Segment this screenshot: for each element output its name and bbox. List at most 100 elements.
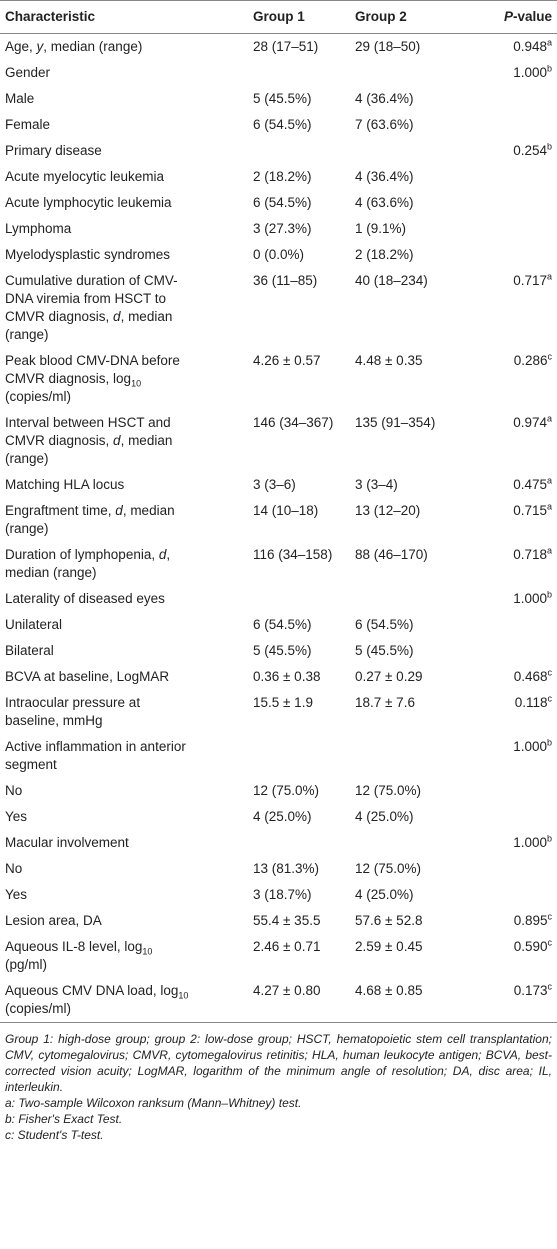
text: 0.27 ± 0.29 bbox=[355, 669, 423, 684]
table-cell: 1.000b bbox=[465, 586, 557, 612]
text: Male bbox=[5, 91, 35, 106]
table-cell: 0.590c bbox=[465, 934, 557, 978]
table-cell: 0.286c bbox=[465, 348, 557, 410]
text: 2.59 ± 0.45 bbox=[355, 939, 423, 954]
table-row: Lymphoma 3 (27.3%) 1 (9.1%) bbox=[0, 216, 557, 242]
table-row: Gender 1.000b bbox=[0, 60, 557, 86]
sup-text: c bbox=[547, 667, 553, 678]
sup-text: a bbox=[546, 37, 552, 48]
table-cell: 40 (18–234) bbox=[350, 268, 465, 348]
table-cell bbox=[465, 856, 557, 882]
table-cell bbox=[350, 586, 465, 612]
table-cell: 135 (91–354) bbox=[350, 410, 465, 472]
table-cell: 36 (11–85) bbox=[248, 268, 350, 348]
table-cell: 0.468c bbox=[465, 664, 557, 690]
table-cell: 0.717a bbox=[465, 268, 557, 348]
sup-text: b bbox=[546, 833, 552, 844]
text: 0.254 bbox=[513, 143, 547, 158]
table-row: No 12 (75.0%) 12 (75.0%) bbox=[0, 778, 557, 804]
sup-text: c bbox=[547, 351, 553, 362]
table-cell: Aqueous CMV DNA load, log10 (copies/ml) bbox=[0, 978, 248, 1023]
text: 6 (54.5%) bbox=[355, 617, 414, 632]
table-row: Cumulative duration of CMV-DNA viremia f… bbox=[0, 268, 557, 348]
table-row: Engraftment time, d, median (range) 14 (1… bbox=[0, 498, 557, 542]
header-cell: Group 2 bbox=[350, 0, 465, 34]
text: 0.717 bbox=[513, 273, 547, 288]
table-cell bbox=[465, 778, 557, 804]
table-cell: 0.715a bbox=[465, 498, 557, 542]
text: Active inflammation in anterior segment bbox=[5, 739, 186, 772]
text: 3 (27.3%) bbox=[253, 221, 312, 236]
italic-text: P bbox=[503, 9, 513, 24]
table-cell: Gender bbox=[0, 60, 248, 86]
table-cell: 2.59 ± 0.45 bbox=[350, 934, 465, 978]
table-cell: 0.948a bbox=[465, 34, 557, 61]
header-cell: P-value bbox=[465, 0, 557, 34]
table-cell: Acute myelocytic leukemia bbox=[0, 164, 248, 190]
text: Cumulative duration of CMV-DNA viremia f… bbox=[5, 273, 178, 324]
table-row: Macular involvement 1.000b bbox=[0, 830, 557, 856]
table-cell bbox=[350, 60, 465, 86]
table-cell: 15.5 ± 1.9 bbox=[248, 690, 350, 734]
text: 1.000 bbox=[513, 65, 547, 80]
table-cell bbox=[465, 612, 557, 638]
table-cell bbox=[248, 734, 350, 778]
table-cell: 13 (81.3%) bbox=[248, 856, 350, 882]
text: Engraftment time, bbox=[5, 503, 116, 518]
text: (pg/ml) bbox=[5, 957, 48, 972]
text: 0.895 bbox=[513, 913, 548, 928]
text: No bbox=[5, 861, 23, 876]
table-row: Yes 4 (25.0%) 4 (25.0%) bbox=[0, 804, 557, 830]
table-cell: 4 (25.0%) bbox=[350, 804, 465, 830]
table-row: Male 5 (45.5%) 4 (36.4%) bbox=[0, 86, 557, 112]
text: 3 (3–6) bbox=[253, 477, 296, 492]
text: , median (range) bbox=[5, 503, 175, 536]
text: 13 (81.3%) bbox=[253, 861, 320, 876]
table-cell bbox=[465, 112, 557, 138]
table-cell bbox=[465, 638, 557, 664]
italic-text: d bbox=[113, 309, 121, 324]
text: , median (range) bbox=[5, 433, 173, 466]
table-cell: Bilateral bbox=[0, 638, 248, 664]
table-cell: Macular involvement bbox=[0, 830, 248, 856]
table-cell: Male bbox=[0, 86, 248, 112]
text: 12 (75.0%) bbox=[253, 783, 320, 798]
text: Gender bbox=[5, 65, 51, 80]
table-cell: Matching HLA locus bbox=[0, 472, 248, 498]
text: 4 (25.0%) bbox=[355, 809, 414, 824]
text: Laterality of diseased eyes bbox=[5, 591, 165, 606]
text: 0.118 bbox=[514, 695, 548, 710]
footnotes: Group 1: high-dose group; group 2: low-d… bbox=[0, 1023, 557, 1143]
text: Aqueous CMV DNA load, log bbox=[5, 983, 179, 998]
table-cell: Duration of lymphopenia, d, median (rang… bbox=[0, 542, 248, 586]
sub-text: 10 bbox=[131, 378, 142, 389]
text: 0.948 bbox=[513, 39, 547, 54]
text: Macular involvement bbox=[5, 835, 129, 850]
sup-text: c bbox=[547, 911, 553, 922]
table-row: Acute lymphocytic leukemia 6 (54.5%) 4 (63… bbox=[0, 190, 557, 216]
table-cell bbox=[465, 216, 557, 242]
text: 1.000 bbox=[513, 739, 547, 754]
table-cell: 1 (9.1%) bbox=[350, 216, 465, 242]
table-row: Unilateral 6 (54.5%) 6 (54.5%) bbox=[0, 612, 557, 638]
table-row: Myelodysplastic syndromes 0 (0.0%) 2 (18.2… bbox=[0, 242, 557, 268]
table-cell: 2 (18.2%) bbox=[248, 164, 350, 190]
text: 2 (18.2%) bbox=[355, 247, 414, 262]
header-row: Characteristic Group 1 Group 2 P-value bbox=[0, 0, 557, 34]
table-row: Lesion area, DA 55.4 ± 35.5 57.6 ± 52.8 0.8… bbox=[0, 908, 557, 934]
table-cell: 1.000b bbox=[465, 734, 557, 778]
table-cell: Acute lymphocytic leukemia bbox=[0, 190, 248, 216]
table-cell: 1.000b bbox=[465, 830, 557, 856]
table-cell bbox=[350, 138, 465, 164]
text: 1.000 bbox=[513, 835, 547, 850]
table-cell: 3 (3–6) bbox=[248, 472, 350, 498]
text: 15.5 ± 1.9 bbox=[253, 695, 313, 710]
table-cell: 6 (54.5%) bbox=[248, 190, 350, 216]
table-cell: Primary disease bbox=[0, 138, 248, 164]
table-row: Female 6 (54.5%) 7 (63.6%) bbox=[0, 112, 557, 138]
sub-text: 10 bbox=[178, 990, 189, 1001]
italic-text: d bbox=[158, 547, 167, 562]
table-cell: 6 (54.5%) bbox=[248, 112, 350, 138]
table-cell: 12 (75.0%) bbox=[248, 778, 350, 804]
